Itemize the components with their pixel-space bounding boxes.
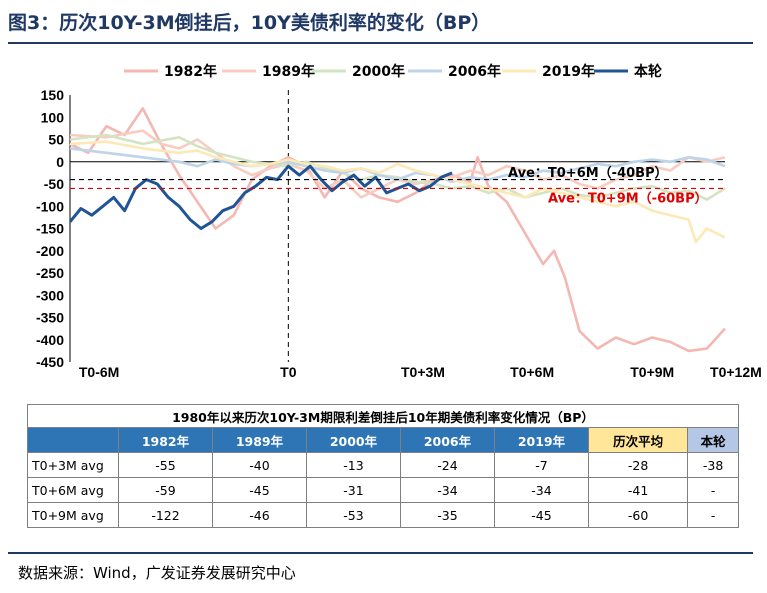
table-header: 2006年: [400, 427, 495, 453]
table-cell: -46: [212, 502, 307, 528]
legend-label: 2006年: [448, 63, 501, 80]
table-header: 2019年: [494, 427, 589, 453]
table-header-corner: [27, 427, 119, 453]
y-tick-label: -100: [36, 198, 64, 214]
y-tick-label: -250: [36, 265, 64, 281]
y-tick-label: 150: [41, 87, 65, 103]
series-line-1989: [69, 129, 726, 199]
summary-table: 1980年以来历次10Y-3M期限利差倒挂后10年期美债利率变化情况（BP） 1…: [27, 404, 739, 528]
table-header-current: 本轮: [687, 427, 739, 453]
legend-label: 2019年: [542, 63, 595, 80]
table-cell: -59: [118, 477, 213, 503]
table-cell: -38: [687, 452, 739, 478]
table-cell: -13: [306, 452, 401, 478]
table-cell: -24: [400, 452, 495, 478]
y-tick-label: -200: [36, 243, 64, 259]
x-tick-label: T0+12M: [710, 364, 762, 380]
y-tick-label: -50: [44, 176, 64, 192]
table-cell: -7: [494, 452, 589, 478]
table-cell: -53: [306, 502, 401, 528]
footer-rule: [8, 552, 753, 554]
table-cell: -60: [587, 502, 689, 528]
figure-title: 图3：历次10Y-3M倒挂后，10Y美债利率的变化（BP）: [8, 12, 491, 34]
table-cell: -40: [212, 452, 307, 478]
table-cell: -45: [494, 502, 589, 528]
row-label: T0+9M avg: [27, 502, 119, 528]
y-tick-label: -300: [36, 287, 64, 303]
line-chart: 150 100 50 0 -50 -100 -150 -200 -250 -300 -350 -400…: [36, 63, 762, 380]
table-row: T0+6M avg -59 -45 -31 -34 -34 -41 -: [27, 477, 739, 503]
table-header-row: 1982年 1989年 2000年 2006年 2019年 历次平均 本轮: [27, 427, 739, 453]
source-note: 数据来源：Wind，广发证券发展研究中心: [18, 564, 296, 582]
legend-label: 1989年: [262, 63, 315, 80]
table-cell: -28: [587, 452, 689, 478]
x-tick-label: T0: [280, 364, 297, 380]
series-line-1982: [69, 107, 726, 353]
table-row: T0+9M avg -122 -46 -53 -35 -45 -60 -: [27, 502, 739, 528]
table-caption: 1980年以来历次10Y-3M期限利差倒挂后10年期美债利率变化情况（BP）: [27, 404, 739, 428]
table-cell: -41: [587, 477, 689, 503]
table-row: T0+3M avg -55 -40 -13 -24 -7 -28 -38: [27, 452, 739, 478]
y-tick-label: 50: [48, 132, 64, 148]
y-tick-label: -400: [36, 332, 64, 348]
series-line-current: [68, 164, 453, 230]
table-cell: -: [687, 477, 739, 503]
reference-label: Ave：T0+6M（-40BP）: [508, 165, 668, 181]
y-tick-label: -450: [36, 354, 64, 370]
series-line-2019: [69, 140, 726, 244]
x-tick-label: T0+9M: [630, 364, 674, 380]
title-rule: [8, 42, 753, 44]
y-tick-label: 0: [56, 154, 64, 170]
legend-label: 2000年: [352, 63, 405, 80]
row-label: T0+3M avg: [27, 452, 119, 478]
table-cell: -34: [400, 477, 495, 503]
x-tick-label: T0-6M: [79, 364, 119, 380]
table-header: 1982年: [118, 427, 213, 453]
series-line-2000: [69, 133, 726, 201]
y-tick-label: -350: [36, 310, 64, 326]
table-header-average: 历次平均: [587, 427, 689, 453]
table-cell: -34: [494, 477, 589, 503]
y-tick-label: 100: [41, 109, 65, 125]
table-header: 2000年: [306, 427, 401, 453]
legend-label: 1982年: [164, 63, 217, 80]
table-cell: -31: [306, 477, 401, 503]
table-cell: -35: [400, 502, 495, 528]
row-label: T0+6M avg: [27, 477, 119, 503]
reference-label: Ave：T0+9M（-60BP）: [548, 191, 708, 207]
x-tick-label: T0+6M: [510, 364, 554, 380]
table-cell: -: [687, 502, 739, 528]
y-tick-label: -150: [36, 221, 64, 237]
table-cell: -45: [212, 477, 307, 503]
legend-label: 本轮: [634, 63, 662, 80]
summary-table-wrap: 1980年以来历次10Y-3M期限利差倒挂后10年期美债利率变化情况（BP） 1…: [27, 404, 739, 528]
table-cell: -55: [118, 452, 213, 478]
x-tick-label: T0+3M: [401, 364, 445, 380]
table-cell: -122: [118, 502, 213, 528]
table-header: 1989年: [212, 427, 307, 453]
